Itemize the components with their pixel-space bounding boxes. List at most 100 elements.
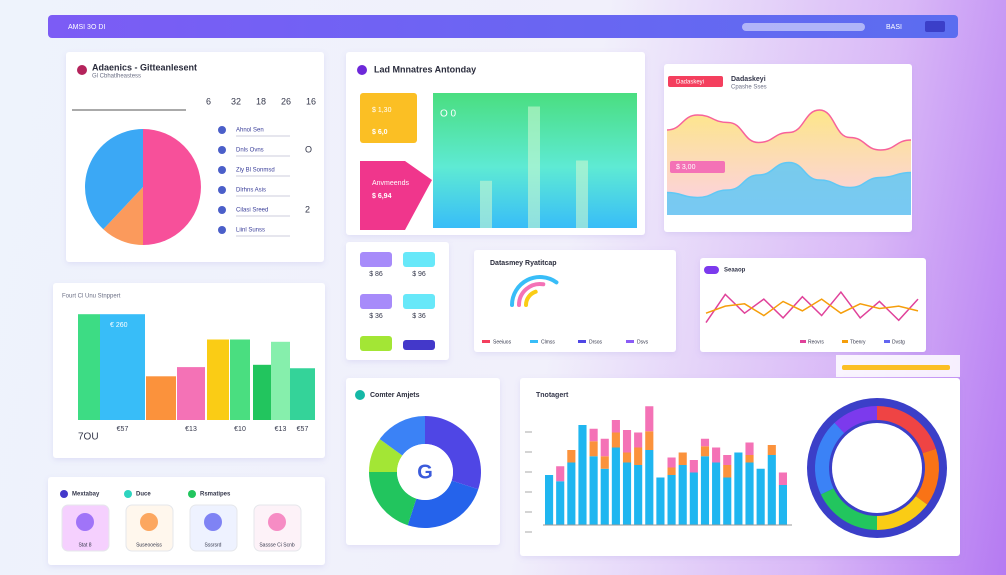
tile[interactable] <box>403 294 435 309</box>
tile[interactable] <box>360 93 417 143</box>
legend-swatch <box>626 340 634 343</box>
item-label: Ahnol Sen <box>236 128 264 134</box>
panel <box>346 242 449 360</box>
pie-slice <box>425 416 481 490</box>
thumb-caption: Stat 8 <box>78 542 91 548</box>
panel-title: Dadaskeyi <box>731 76 766 83</box>
bar-segment <box>745 462 754 525</box>
bar-segment <box>723 477 732 525</box>
legend-swatch <box>530 340 538 343</box>
bar-segment <box>745 455 754 463</box>
stat: 26 <box>281 96 291 106</box>
tile[interactable] <box>360 252 392 267</box>
item-value: 2 <box>305 204 310 214</box>
bar-segment <box>756 468 765 525</box>
item-icon <box>218 186 226 194</box>
bar-segment <box>778 472 787 485</box>
legend-label: Clmss <box>541 339 555 345</box>
bar-segment <box>700 446 710 457</box>
user-icon[interactable] <box>925 21 945 32</box>
donut-center <box>397 444 453 500</box>
radial-arc <box>524 289 538 307</box>
bar-segment <box>767 445 776 455</box>
top-bar <box>48 15 958 38</box>
icon <box>77 65 87 75</box>
panel-title: Seaaop <box>724 268 746 274</box>
legend-swatch <box>578 340 586 343</box>
bar-segment <box>589 456 598 525</box>
panel-title: Lad Mnnatres Antonday <box>374 64 476 74</box>
icon <box>355 390 365 400</box>
icon <box>357 65 367 75</box>
tile-value: $ 96 <box>412 271 426 278</box>
pie-slice <box>85 129 143 230</box>
area-line <box>666 109 912 151</box>
item-label: Cilasi Sreed <box>236 208 268 214</box>
bar-segment <box>600 438 609 457</box>
panel-title: Tnotagert <box>536 392 569 399</box>
tile-value: $ 6,94 <box>372 193 392 200</box>
bar <box>78 314 100 420</box>
bar-segment <box>622 452 632 463</box>
icon <box>704 266 719 274</box>
pie-slice <box>814 422 845 495</box>
item-label: Ziy Bl Sonmsd <box>236 168 275 174</box>
tile[interactable] <box>360 161 432 230</box>
tile-label: $ 1,30 <box>372 107 392 114</box>
total: 7OU <box>78 432 99 443</box>
bar-segment <box>600 456 609 469</box>
bar-segment <box>634 465 643 525</box>
donut-center-label: G <box>417 461 433 483</box>
bar <box>207 339 229 420</box>
pie-slice <box>915 448 939 505</box>
legend-label: Seeiuos <box>493 339 512 345</box>
pie-slice <box>103 187 143 245</box>
line <box>705 298 919 317</box>
legend-label: Tbenry <box>850 339 866 345</box>
panel-title: Fourt Cl Unu Stnppert <box>62 294 121 300</box>
thumb-icon <box>204 513 222 531</box>
area-line <box>666 161 912 199</box>
bar-segment <box>567 450 576 463</box>
item-label: Dlrhns Asis <box>236 188 266 194</box>
app-title: AMSI 3O DI <box>68 24 105 31</box>
bar <box>230 339 250 420</box>
tile-value: $ 36 <box>369 313 383 320</box>
bar-segment <box>556 466 565 482</box>
bar-segment <box>723 455 732 465</box>
thumb-caption: Suseooeiss <box>136 542 162 548</box>
legend-label: Duce <box>136 492 151 498</box>
tile[interactable] <box>403 252 435 267</box>
stat: 18 <box>256 96 266 106</box>
x-tick-label: €10 <box>234 426 246 433</box>
x-tick-label: €57 <box>297 426 309 433</box>
user-name[interactable]: BASI <box>886 24 902 31</box>
bar-segment <box>734 452 743 525</box>
bar-segment <box>700 456 710 525</box>
x-tick-label: €13 <box>185 426 197 433</box>
panel <box>474 250 676 352</box>
item-icon <box>218 226 226 234</box>
badge-label: Dadaskeyi <box>676 80 704 86</box>
search-box[interactable] <box>742 23 865 31</box>
legend-label: Mextabay <box>72 492 100 498</box>
bar-segment <box>645 406 654 432</box>
thumb-icon <box>268 513 286 531</box>
legend-label: Reovrs <box>808 339 824 345</box>
badge[interactable] <box>668 76 723 87</box>
chart-marker: O 0 <box>440 109 457 120</box>
thumb-caption: Sassse Ci Scnb <box>259 542 295 548</box>
bar-segment <box>545 475 554 525</box>
bar-segment <box>667 457 676 468</box>
bar-segment <box>700 438 710 447</box>
bar <box>480 180 492 228</box>
pie-slice <box>379 416 425 456</box>
bar <box>177 367 205 420</box>
bar-segment <box>689 460 698 473</box>
legend-label: Dvstg <box>892 339 905 345</box>
tile[interactable] <box>360 294 392 309</box>
bar-segment <box>634 432 643 448</box>
panel-title: Comter Amjets <box>370 392 420 399</box>
bar-segment <box>667 467 676 475</box>
